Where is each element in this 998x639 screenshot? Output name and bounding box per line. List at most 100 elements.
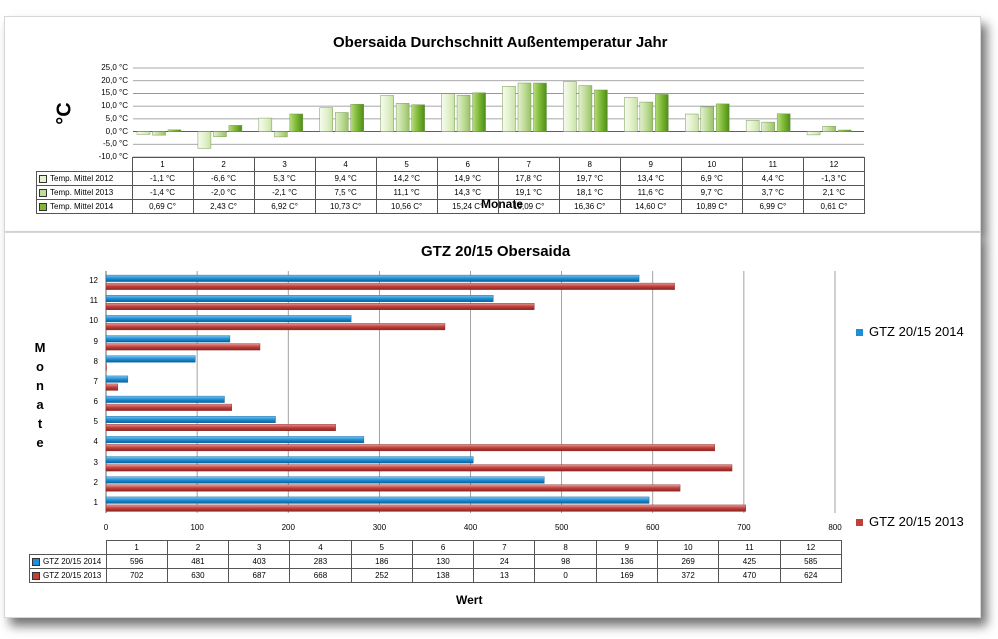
gtz-y-label-letter: e: [36, 435, 44, 450]
table-series-label: Temp. Mittel 2014: [36, 199, 133, 214]
gtz-y-label-letter: n: [36, 378, 44, 393]
gtz-y-tick: 9: [93, 336, 98, 346]
legend-label-2014: GTZ 20/15 2014: [869, 324, 964, 339]
temperature-y-tick: -10,0 °C: [98, 152, 128, 161]
table-cell: 668: [289, 568, 352, 583]
gtz-data-table: 1 2 3 4 5 6 7 8 9 10 11 12 GTZ 20/15 2014 596 481 403 28…: [29, 540, 843, 583]
gtz-y-label-letter: M: [34, 340, 46, 355]
gtz-y-tick: 10: [89, 316, 98, 326]
table-cell: 702: [105, 568, 168, 583]
table-cell: 136: [595, 554, 659, 569]
temperature-chart-title: Obersaida Durchschnitt Außentemperatur J…: [333, 34, 668, 51]
temperature-y-tick: -5,0 °C: [103, 139, 128, 149]
table-cell: -1,4 °C: [131, 185, 194, 200]
gtz-x-tick: 600: [646, 523, 660, 532]
table-cell: 2,43 C°: [192, 199, 255, 214]
table-series-label: GTZ 20/15 2013: [29, 568, 107, 583]
temperature-y-tick: 25,0 °C: [101, 63, 128, 72]
gtz-y-tick: 6: [93, 397, 98, 407]
table-cell: 283: [289, 554, 352, 569]
table-cell: 9,4 °C: [314, 171, 377, 186]
gtz-y-tick: 3: [93, 457, 98, 467]
table-cell: 372: [657, 568, 720, 583]
table-month-header: 2: [166, 540, 230, 555]
table-cell: 19,7 °C: [558, 171, 621, 186]
table-cell: 19,09 C°: [497, 199, 560, 214]
table-cell: 130: [411, 554, 475, 569]
table-month-header: 12: [779, 540, 843, 555]
table-cell: 10,73 C°: [314, 199, 377, 214]
gtz-y-label-letter: a: [36, 397, 44, 412]
series-name: Temp. Mittel 2014: [50, 202, 114, 211]
table-cell: 252: [350, 568, 413, 583]
table-month-header: 2: [192, 157, 255, 172]
table-row: Temp. Mittel 2013 -1,4 °C -2,0 °C -2,1 °C 7,…: [36, 185, 866, 200]
series-key-swatch: [39, 188, 47, 197]
table-month-header: 3: [228, 540, 291, 555]
gtz-x-tick: 300: [372, 523, 387, 532]
table-month-header: 9: [595, 540, 659, 555]
table-cell: 98: [534, 554, 597, 569]
table-cell: 11,6 °C: [619, 185, 682, 200]
temperature-data-table: 1 2 3 4 5 6 7 8 9 10 11 12 Temp. Mittel 2012 -1,1 °C -…: [36, 157, 866, 214]
table-cell: 425: [718, 554, 781, 569]
table-month-header: 11: [741, 157, 804, 172]
gtz-y-tick: 2: [93, 477, 98, 487]
table-row: GTZ 20/15 2013 702 630 687 668 252 138 13 0 169 37…: [29, 568, 843, 583]
table-cell: 14,9 °C: [436, 171, 499, 186]
table-cell: 9,7 °C: [680, 185, 743, 200]
legend-swatch-2013: [856, 519, 863, 527]
table-month-header: 12: [802, 157, 866, 172]
temperature-y-tick: 20,0 °C: [101, 75, 128, 85]
table-cell: 4,4 °C: [741, 171, 804, 186]
table-cell: 481: [166, 554, 230, 569]
table-series-label: GTZ 20/15 2014: [29, 554, 107, 569]
table-cell: -1,3 °C: [802, 171, 866, 186]
table-month-header: 10: [657, 540, 720, 555]
legend-label-2013: GTZ 20/15 2013: [869, 514, 964, 529]
table-month-header: 7: [473, 540, 536, 555]
table-month-header: 5: [375, 157, 438, 172]
series-key-swatch: [39, 174, 47, 183]
temperature-y-tick: 0,0 °C: [105, 126, 128, 136]
gtz-x-tick: 800: [828, 523, 842, 532]
table-cell: 186: [350, 554, 413, 569]
table-cell: 596: [105, 554, 168, 569]
table-cell: 585: [779, 554, 843, 569]
table-month-header: 8: [534, 540, 597, 555]
gtz-x-label: Wert: [456, 593, 483, 607]
gtz-chart-title: GTZ 20/15 Obersaida: [421, 243, 571, 260]
table-cell: 3,7 °C: [741, 185, 804, 200]
table-header-row: 1 2 3 4 5 6 7 8 9 10 11 12: [37, 157, 866, 172]
legend-swatch-2014: [856, 329, 863, 337]
table-row: Temp. Mittel 2012 -1,1 °C -6,6 °C 5,3 °C 9,4…: [36, 171, 866, 186]
table-series-label: Temp. Mittel 2012: [36, 171, 133, 186]
temperature-y-tick: 15,0 °C: [101, 88, 128, 98]
table-cell: 470: [718, 568, 781, 583]
table-cell: 0,61 C°: [802, 199, 866, 214]
table-corner: [30, 541, 107, 555]
gtz-y-tick: 4: [93, 437, 98, 447]
gtz-x-tick: 100: [190, 523, 204, 532]
table-month-header: 3: [253, 157, 316, 172]
series-name: GTZ 20/15 2014: [43, 557, 102, 566]
table-cell: 624: [779, 568, 843, 583]
table-corner: [37, 158, 133, 172]
table-cell: 7,5 °C: [314, 185, 377, 200]
table-cell: 15,24 C°: [436, 199, 499, 214]
table-cell: 169: [595, 568, 659, 583]
gtz-x-tick: 500: [554, 523, 569, 532]
table-row: Temp. Mittel 2014 0,69 C° 2,43 C° 6,92 C° 10…: [36, 199, 866, 214]
table-month-header: 6: [411, 540, 475, 555]
table-cell: 14,2 °C: [375, 171, 438, 186]
table-month-header: 1: [105, 540, 168, 555]
gtz-x-tick: 400: [463, 523, 478, 532]
table-month-header: 8: [558, 157, 621, 172]
table-cell: -2,0 °C: [192, 185, 255, 200]
table-month-header: 11: [718, 540, 781, 555]
series-key-swatch: [39, 202, 47, 211]
table-row: GTZ 20/15 2014 596 481 403 283 186 130 24 98 136 2…: [29, 554, 843, 569]
temperature-x-label: Monate: [481, 197, 523, 211]
temperature-y-tick: 5,0 °C: [105, 113, 128, 123]
table-cell: 269: [657, 554, 720, 569]
